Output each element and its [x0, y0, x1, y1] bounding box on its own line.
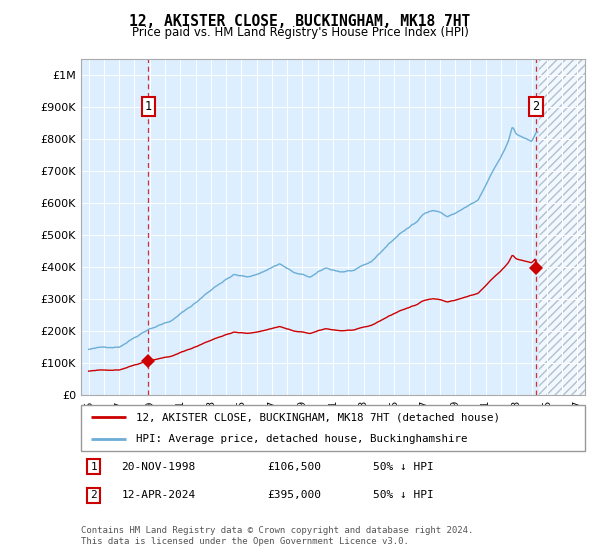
Text: 50% ↓ HPI: 50% ↓ HPI: [373, 461, 434, 472]
Text: 2: 2: [532, 100, 539, 113]
Text: 50% ↓ HPI: 50% ↓ HPI: [373, 491, 434, 501]
Text: 12, AKISTER CLOSE, BUCKINGHAM, MK18 7HT: 12, AKISTER CLOSE, BUCKINGHAM, MK18 7HT: [130, 14, 470, 29]
Text: 12, AKISTER CLOSE, BUCKINGHAM, MK18 7HT (detached house): 12, AKISTER CLOSE, BUCKINGHAM, MK18 7HT …: [136, 412, 500, 422]
Text: 12-APR-2024: 12-APR-2024: [121, 491, 196, 501]
Text: Price paid vs. HM Land Registry's House Price Index (HPI): Price paid vs. HM Land Registry's House …: [131, 26, 469, 39]
Text: HPI: Average price, detached house, Buckinghamshire: HPI: Average price, detached house, Buck…: [136, 435, 468, 444]
Text: 1: 1: [90, 461, 97, 472]
Text: 2: 2: [90, 491, 97, 501]
Text: £395,000: £395,000: [268, 491, 322, 501]
Text: 1: 1: [145, 100, 152, 113]
Text: Contains HM Land Registry data © Crown copyright and database right 2024.
This d: Contains HM Land Registry data © Crown c…: [81, 526, 473, 546]
FancyBboxPatch shape: [81, 405, 585, 451]
Text: 20-NOV-1998: 20-NOV-1998: [121, 461, 196, 472]
Text: £106,500: £106,500: [268, 461, 322, 472]
Bar: [539, 59, 585, 395]
